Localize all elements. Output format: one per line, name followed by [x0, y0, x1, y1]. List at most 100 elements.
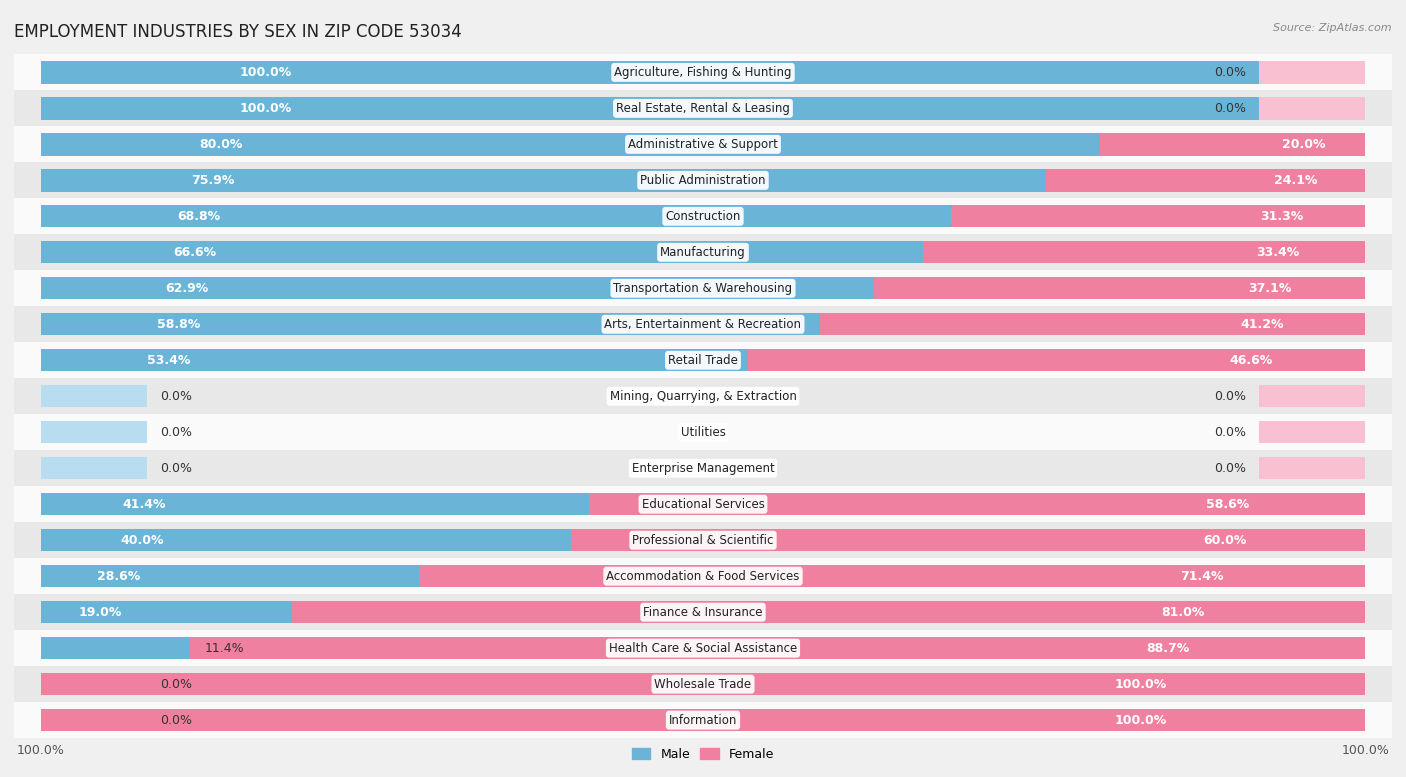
Text: 71.4%: 71.4%: [1180, 570, 1223, 583]
Bar: [41, 709, 146, 731]
Text: 0.0%: 0.0%: [1215, 390, 1246, 402]
Bar: [14, 127, 1392, 162]
Text: Construction: Construction: [665, 210, 741, 223]
Legend: Male, Female: Male, Female: [627, 743, 779, 766]
Text: 20.0%: 20.0%: [1282, 138, 1326, 151]
Text: Administrative & Support: Administrative & Support: [628, 138, 778, 151]
Text: 0.0%: 0.0%: [160, 713, 191, 726]
Text: 19.0%: 19.0%: [79, 606, 122, 618]
Text: 68.8%: 68.8%: [177, 210, 221, 223]
Bar: [14, 270, 1392, 306]
Bar: [1260, 421, 1365, 444]
Bar: [41, 565, 419, 587]
Text: Real Estate, Rental & Leasing: Real Estate, Rental & Leasing: [616, 102, 790, 115]
Bar: [14, 450, 1392, 486]
Text: 100.0%: 100.0%: [239, 66, 291, 79]
Bar: [14, 54, 1392, 90]
Bar: [14, 666, 1392, 702]
Bar: [41, 61, 1365, 84]
Bar: [14, 414, 1392, 450]
Bar: [1260, 61, 1365, 84]
Bar: [1046, 169, 1365, 191]
Bar: [190, 637, 1365, 660]
Bar: [419, 565, 1365, 587]
Text: 46.6%: 46.6%: [1230, 354, 1272, 367]
Text: 40.0%: 40.0%: [120, 534, 163, 547]
Bar: [41, 709, 1365, 731]
Text: Manufacturing: Manufacturing: [661, 246, 745, 259]
Bar: [748, 349, 1365, 371]
Text: 0.0%: 0.0%: [1215, 66, 1246, 79]
Bar: [41, 313, 820, 336]
Text: 75.9%: 75.9%: [191, 174, 235, 186]
Text: Transportation & Warehousing: Transportation & Warehousing: [613, 282, 793, 294]
Bar: [41, 97, 1365, 120]
Text: 60.0%: 60.0%: [1202, 534, 1246, 547]
Text: 53.4%: 53.4%: [146, 354, 190, 367]
Text: Utilities: Utilities: [681, 426, 725, 439]
Text: Wholesale Trade: Wholesale Trade: [654, 678, 752, 691]
Text: 66.6%: 66.6%: [173, 246, 217, 259]
Bar: [41, 673, 1365, 695]
Bar: [14, 235, 1392, 270]
Bar: [589, 493, 1365, 515]
Bar: [41, 493, 589, 515]
Text: 28.6%: 28.6%: [97, 570, 141, 583]
Text: 33.4%: 33.4%: [1256, 246, 1299, 259]
Text: 31.3%: 31.3%: [1260, 210, 1303, 223]
Bar: [1260, 97, 1365, 120]
Text: 58.8%: 58.8%: [157, 318, 201, 331]
Bar: [14, 702, 1392, 738]
Bar: [41, 133, 1101, 155]
Text: 81.0%: 81.0%: [1161, 606, 1205, 618]
Bar: [41, 241, 922, 263]
Text: Finance & Insurance: Finance & Insurance: [644, 606, 762, 618]
Text: 0.0%: 0.0%: [1215, 426, 1246, 439]
Bar: [14, 90, 1392, 127]
Bar: [14, 522, 1392, 558]
Text: Information: Information: [669, 713, 737, 726]
Text: 0.0%: 0.0%: [160, 678, 191, 691]
Text: 24.1%: 24.1%: [1274, 174, 1317, 186]
Text: 100.0%: 100.0%: [239, 102, 291, 115]
Text: 88.7%: 88.7%: [1146, 642, 1189, 655]
Bar: [14, 162, 1392, 198]
Bar: [1260, 385, 1365, 407]
Text: 58.6%: 58.6%: [1206, 498, 1249, 510]
Text: Retail Trade: Retail Trade: [668, 354, 738, 367]
Text: 0.0%: 0.0%: [1215, 102, 1246, 115]
Text: Professional & Scientific: Professional & Scientific: [633, 534, 773, 547]
Text: Accommodation & Food Services: Accommodation & Food Services: [606, 570, 800, 583]
Text: 0.0%: 0.0%: [160, 390, 191, 402]
Text: Agriculture, Fishing & Hunting: Agriculture, Fishing & Hunting: [614, 66, 792, 79]
Bar: [41, 349, 748, 371]
Bar: [1101, 133, 1365, 155]
Text: EMPLOYMENT INDUSTRIES BY SEX IN ZIP CODE 53034: EMPLOYMENT INDUSTRIES BY SEX IN ZIP CODE…: [14, 23, 461, 41]
Bar: [41, 169, 1046, 191]
Bar: [14, 594, 1392, 630]
Bar: [41, 529, 571, 552]
Bar: [14, 306, 1392, 343]
Bar: [820, 313, 1365, 336]
Bar: [41, 637, 191, 660]
Text: 0.0%: 0.0%: [160, 426, 191, 439]
Bar: [14, 343, 1392, 378]
Bar: [950, 205, 1365, 228]
Bar: [875, 277, 1365, 299]
Bar: [14, 378, 1392, 414]
Bar: [41, 457, 146, 479]
Text: Public Administration: Public Administration: [640, 174, 766, 186]
Text: 100.0%: 100.0%: [1115, 678, 1167, 691]
Text: Source: ZipAtlas.com: Source: ZipAtlas.com: [1274, 23, 1392, 33]
Text: Arts, Entertainment & Recreation: Arts, Entertainment & Recreation: [605, 318, 801, 331]
Text: 37.1%: 37.1%: [1249, 282, 1292, 294]
Bar: [922, 241, 1365, 263]
Text: 0.0%: 0.0%: [1215, 462, 1246, 475]
Bar: [41, 421, 146, 444]
Text: 62.9%: 62.9%: [166, 282, 209, 294]
Text: Health Care & Social Assistance: Health Care & Social Assistance: [609, 642, 797, 655]
Text: 41.4%: 41.4%: [122, 498, 166, 510]
Bar: [41, 601, 292, 623]
Bar: [292, 601, 1365, 623]
Bar: [41, 385, 146, 407]
